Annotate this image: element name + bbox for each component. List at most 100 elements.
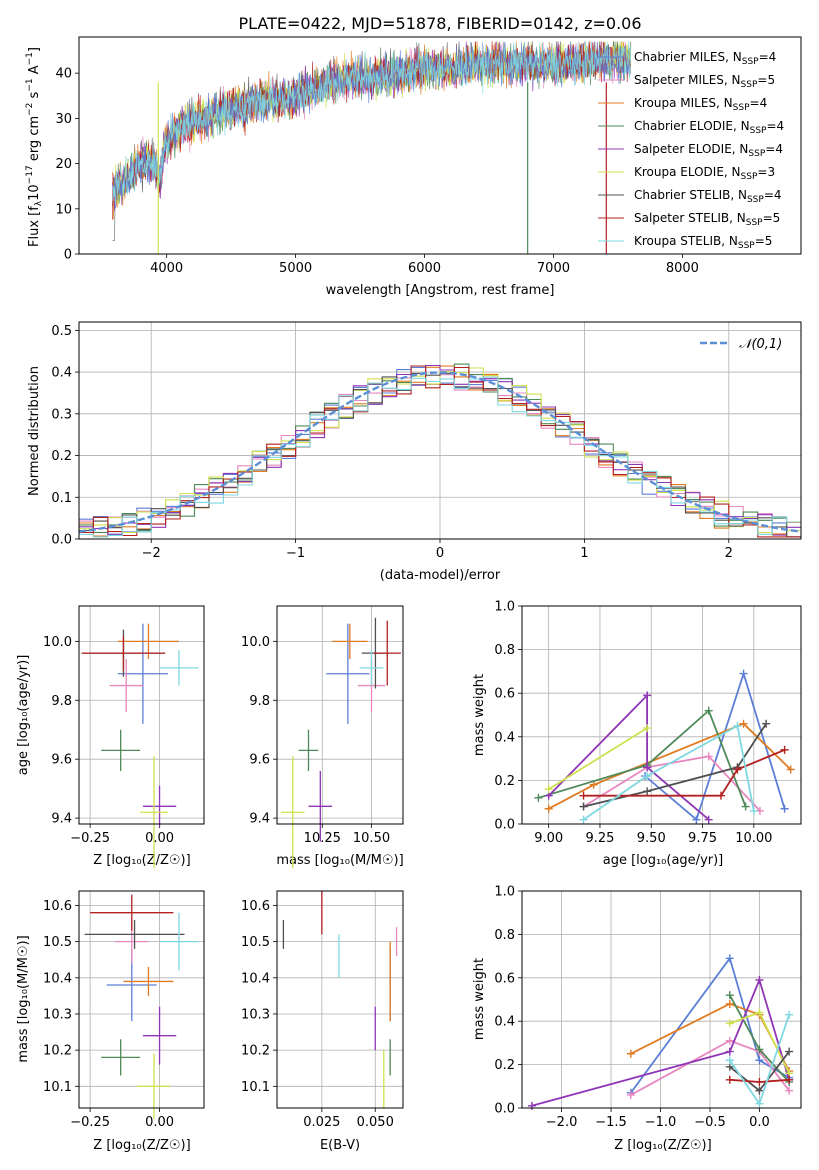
mass-z-ytick-label: 10.3: [43, 1007, 72, 1022]
weight-age-point-marker: [704, 815, 713, 824]
mass-ebv-ytick-label: 10.5: [241, 935, 270, 950]
age-mass-xtick-label: 10.50: [353, 831, 390, 846]
residual-histogram-4: [79, 364, 801, 536]
weight-z-xlabel: Z [log₁₀(Z/Z☉)]: [614, 1138, 711, 1153]
spectrum-ytick-label: 20: [55, 157, 72, 172]
mass-z-xtick-label: 0.00: [145, 1115, 174, 1130]
weight-age-point-marker: [579, 802, 588, 811]
residuals-xtick-label: −2: [142, 546, 161, 561]
legend-label: Salpeter ELODIE, NSSP=4: [634, 142, 783, 159]
residuals-ytick-label: 0.3: [51, 407, 72, 422]
age-mass-xtick-label: 10.25: [304, 831, 341, 846]
weight-age-ytick-label: 0.0: [494, 818, 515, 833]
weight-z-xtick-label: −0.5: [694, 1115, 726, 1130]
weight-age-point-marker: [716, 791, 725, 800]
weight-z-point-marker: [755, 1056, 764, 1065]
weight-age-xtick-label: 10.00: [735, 831, 772, 846]
weight-age-ytick-label: 0.6: [494, 687, 515, 702]
spectrum-xlabel: wavelength [Angstrom, rest frame]: [326, 283, 555, 298]
weight-age-point-marker: [733, 765, 742, 774]
spectrum-ytick-label: 40: [55, 67, 72, 82]
weight-age-xtick-label: 9.75: [688, 831, 717, 846]
spectrum-axes-frame: [78, 36, 802, 255]
weight-z-point-marker: [755, 975, 764, 984]
weight-z-point-marker: [785, 1086, 794, 1095]
age-z-ytick-label: 10.0: [43, 635, 72, 650]
weight-z-xtick-label: −1.0: [645, 1115, 677, 1130]
weight-z-ylabel: mass weight: [472, 958, 487, 1040]
weight-z-xtick-label: −2.0: [546, 1115, 578, 1130]
weight-vs-age-panel: age [log₁₀(age/yr)] mass weight 9.00 9.25…: [472, 600, 802, 868]
weight-z-ytick-label: 0.2: [494, 1058, 515, 1073]
weight-z-series-line: [531, 977, 790, 1107]
weight-vs-metallicity-panel: Z [log₁₀(Z/Z☉)] mass weight −2.0 −1.5 −1.0…: [472, 885, 802, 1153]
weight-z-point-marker: [785, 1047, 794, 1056]
weight-z-point-marker: [755, 1045, 764, 1054]
weight-z-ytick-label: 0.6: [494, 971, 515, 986]
weight-age-xlabel: age [log₁₀(age/yr)]: [603, 853, 724, 868]
weight-age-ytick-label: 1.0: [494, 600, 515, 615]
residuals-legend-label: 𝒩(0,1): [739, 337, 782, 352]
spectrum-ytick-label: 30: [55, 112, 72, 127]
mass-ebv-xlabel: E(B-V): [320, 1138, 360, 1153]
weight-z-ytick-label: 0.8: [494, 928, 515, 943]
weight-z-point-marker: [785, 1075, 794, 1084]
weight-age-point-marker: [733, 721, 742, 730]
weight-z-point-marker: [725, 999, 734, 1008]
weight-z-point-marker: [725, 1047, 734, 1056]
weight-age-ytick-label: 0.8: [494, 643, 515, 658]
mass-ebv-ytick-label: 10.4: [241, 971, 270, 986]
weight-age-point-marker: [643, 763, 652, 772]
weight-z-point-marker: [626, 1049, 635, 1058]
weight-age-series-line: [548, 722, 792, 810]
weight-age-xtick-label: 9.25: [585, 831, 614, 846]
spectrum-xtick-label: 7000: [537, 261, 570, 276]
age-mass-axes-frame: [276, 605, 404, 825]
weight-z-xtick-label: −1.5: [595, 1115, 627, 1130]
residuals-ytick-label: 0.1: [51, 491, 72, 506]
weight-age-point-marker: [579, 815, 588, 824]
residuals-ytick-label: 0.4: [51, 366, 72, 381]
weight-age-point-marker: [704, 706, 713, 715]
weight-age-point-marker: [643, 724, 652, 733]
age-vs-mass-panel: mass [log₁₀(M/M☉)] 10.25 10.50 9.4 9.6 9.8 10…: [241, 605, 404, 869]
legend-label: Chabrier ELODIE, NSSP=4: [634, 119, 784, 136]
spectrum-xtick-label: 5000: [279, 261, 312, 276]
spectrum-ytick-label: 10: [55, 202, 72, 217]
age-z-axes-frame: [78, 605, 205, 825]
age-mass-ytick-label: 9.4: [249, 812, 270, 827]
weight-age-point-marker: [544, 785, 553, 794]
age-mass-ytick-label: 9.8: [249, 694, 270, 709]
weight-age-point-marker: [579, 791, 588, 800]
weight-age-ytick-label: 0.4: [494, 730, 515, 745]
age-mass-ytick-label: 10.0: [241, 635, 270, 650]
weight-z-point-marker: [725, 1056, 734, 1065]
weight-z-ytick-label: 0.0: [494, 1102, 515, 1117]
weight-age-point-marker: [589, 780, 598, 789]
residual-histogram-6: [79, 372, 801, 538]
residuals-ytick-label: 0.2: [51, 449, 72, 464]
weight-age-point-marker: [780, 745, 789, 754]
spectrum-xtick-label: 8000: [666, 261, 699, 276]
weight-z-ytick-label: 1.0: [494, 885, 515, 900]
age-z-ytick-label: 9.6: [51, 753, 72, 768]
weight-age-series-line: [582, 724, 755, 821]
weight-z-point-marker: [755, 1077, 764, 1086]
residuals-ytick-label: 0.0: [51, 533, 72, 548]
mass-z-xtick-label: −0.25: [70, 1115, 110, 1130]
mass-z-ytick-label: 10.5: [43, 935, 72, 950]
legend-label: Kroupa STELIB, NSSP=5: [634, 234, 772, 251]
weight-age-point-marker: [643, 691, 652, 700]
residuals-xtick-label: 1: [580, 546, 588, 561]
age-z-xtick-label: −0.25: [70, 831, 110, 846]
age-vs-metallicity-panel: Z [log₁₀(Z/Z☉)] age [log₁₀(age/yr)] −0.2…: [16, 605, 205, 869]
legend-label: Chabrier MILES, NSSP=4: [634, 50, 776, 67]
age-mass-ytick-label: 9.6: [249, 753, 270, 768]
mass-ebv-ytick-label: 10.2: [241, 1044, 270, 1059]
weight-age-ytick-label: 0.2: [494, 774, 515, 789]
spectrum-ytick-label: 0: [64, 248, 72, 263]
weight-age-series-line: [548, 727, 648, 790]
weight-age-point-marker: [762, 719, 771, 728]
weight-z-axes-frame: [521, 890, 802, 1109]
legend-label: Chabrier STELIB, NSSP=4: [634, 188, 782, 205]
